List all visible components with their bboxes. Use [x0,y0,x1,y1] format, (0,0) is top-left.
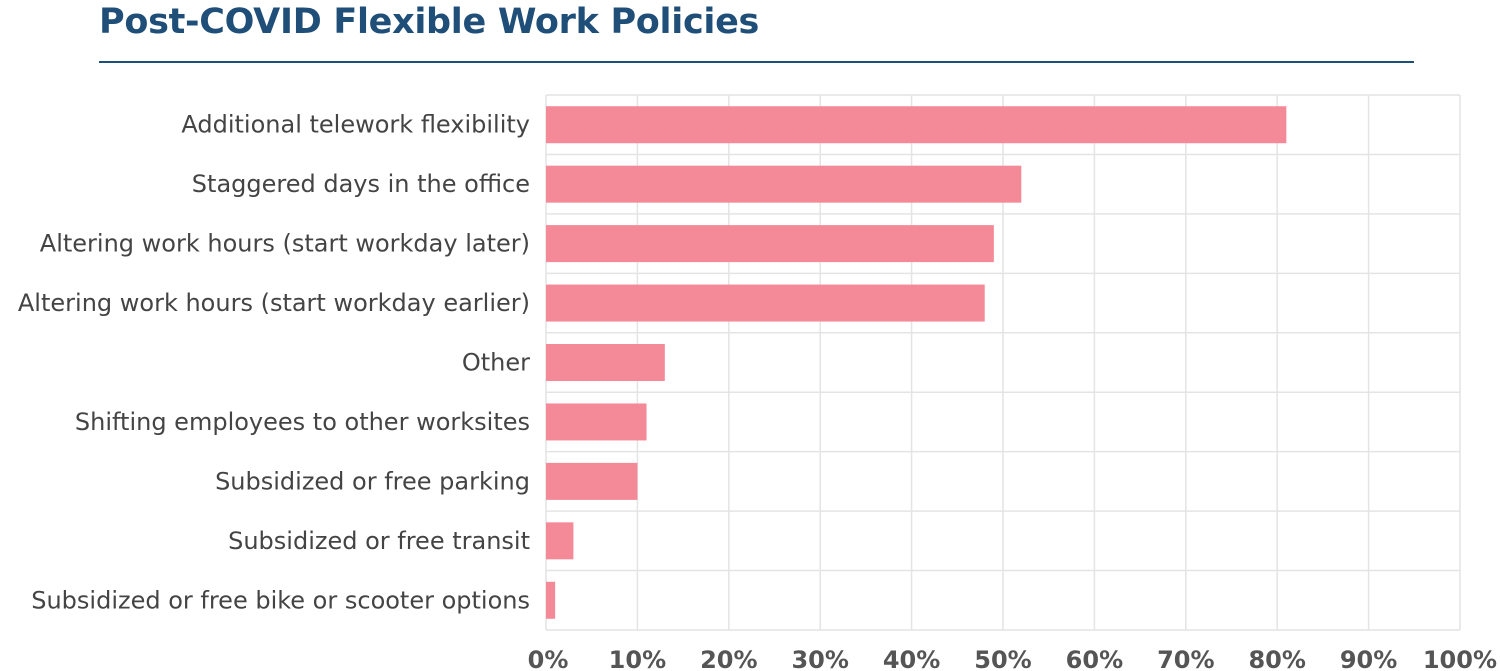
category-label: Additional telework flexibility [181,111,530,139]
bar [546,462,638,500]
gridlines [545,94,1461,631]
category-label: Other [462,349,530,377]
title-divider [99,61,1414,63]
bar [546,403,647,441]
x-tick-label: 0% [528,646,569,671]
category-label: Altering work hours (start workday earli… [18,289,530,317]
bars [546,106,1287,619]
x-tick-label: 30% [791,646,848,671]
x-tick-label: 100% [1423,646,1497,671]
bar [546,165,1022,203]
bar [546,225,994,263]
bar [546,284,985,322]
bar [546,522,574,560]
category-label: Subsidized or free transit [228,527,530,555]
category-label: Staggered days in the office [192,170,530,198]
category-labels: Additional telework flexibility Staggered… [18,111,530,615]
x-tick-label: 70% [1157,646,1214,671]
category-label: Subsidized or free parking [215,467,530,495]
x-tick-label: 60% [1066,646,1123,671]
x-tick-label: 50% [974,646,1031,671]
bar [546,344,665,381]
bar [546,106,1287,144]
x-tick-label: 80% [1248,646,1305,671]
bar [546,581,556,619]
category-label: Shifting employees to other worksites [75,408,530,436]
chart-title: Post-COVID Flexible Work Policies [99,2,760,42]
x-tick-label: 40% [883,646,940,671]
x-tick-label: 90% [1340,646,1397,671]
x-tick-labels: 0% 10% 20% 30% 40% 50% 60% 70% 80% 90% 100% [528,646,1497,671]
x-tick-label: 20% [700,646,757,671]
category-label: Altering work hours (start workday later… [40,230,530,258]
category-label: Subsidized or free bike or scooter optio… [31,586,530,614]
x-tick-label: 10% [609,646,666,671]
